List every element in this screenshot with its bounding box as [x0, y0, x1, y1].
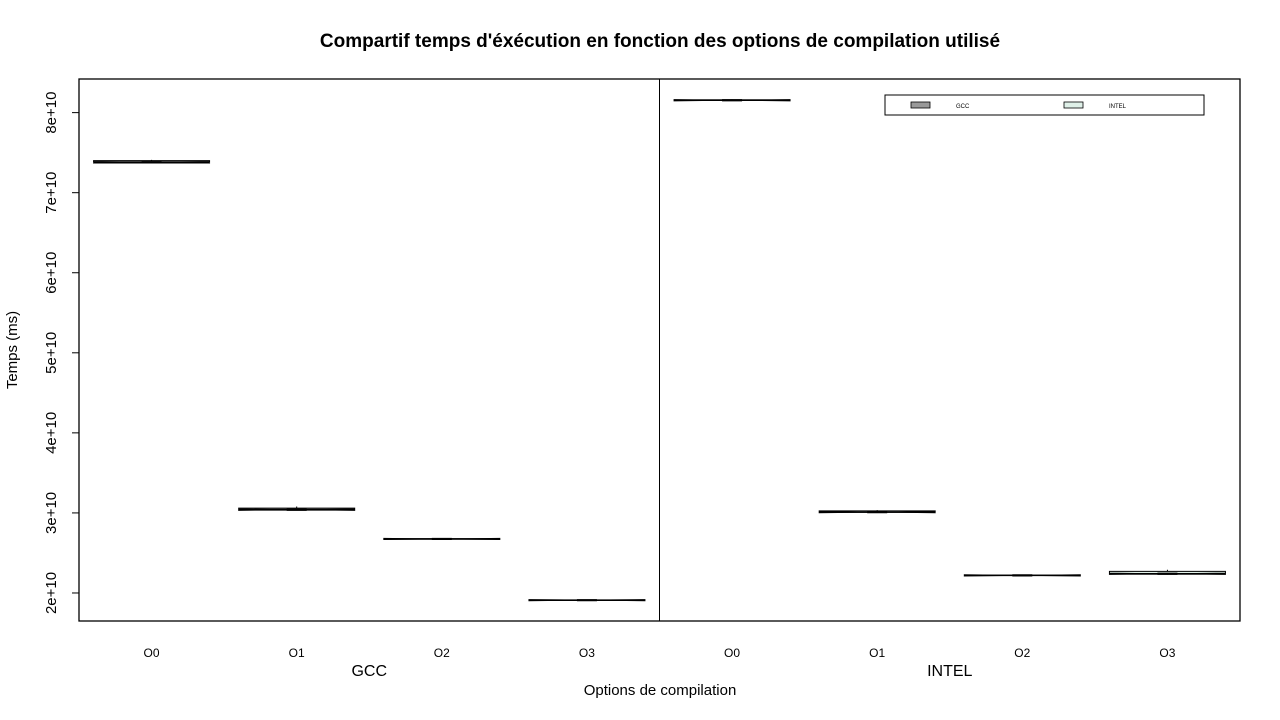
legend-label: INTEL — [1109, 104, 1127, 110]
chart-title: Compartif temps d'éxécution en fonction … — [320, 31, 1000, 52]
box-gcc-o2 — [383, 537, 501, 541]
y-tick-label: 7e+10 — [43, 172, 60, 214]
x-tick-label: O3 — [1159, 646, 1175, 660]
legend-label: GCC — [956, 104, 970, 110]
legend-swatch — [910, 101, 931, 109]
box-intel-o3 — [1108, 569, 1226, 575]
y-tick-label: 6e+10 — [43, 252, 60, 294]
x-tick-label: O2 — [1014, 646, 1030, 660]
y-tick-label: 4e+10 — [43, 412, 60, 454]
x-tick-label: O0 — [144, 646, 160, 660]
box-gcc-o3 — [528, 599, 646, 602]
y-tick-label: 5e+10 — [43, 332, 60, 374]
y-tick-label: 3e+10 — [43, 492, 60, 534]
y-axis: 2e+10 3e+10 4e+10 5e+10 6e+10 7e+10 8e+10 — [43, 92, 79, 614]
group-label: GCC — [351, 663, 387, 680]
panel-intel: O0 O1 O2 O3 INTEL — [659, 79, 1226, 680]
group-label: INTEL — [927, 663, 972, 680]
panel-gcc: O0 O1 O2 O3 GCC — [93, 159, 646, 680]
legend: GCC INTEL — [884, 94, 1205, 116]
box-gcc-o0 — [93, 159, 211, 164]
y-axis-title: Temps (ms) — [4, 311, 21, 389]
box-gcc-o1 — [238, 506, 356, 511]
box-intel-o0 — [673, 99, 791, 102]
x-axis-title: Options de compilation — [584, 682, 737, 699]
x-tick-label: O1 — [289, 646, 305, 660]
y-tick-label: 2e+10 — [43, 572, 60, 614]
x-tick-label: O0 — [724, 646, 740, 660]
x-tick-label: O2 — [434, 646, 450, 660]
y-tick-label: 8e+10 — [43, 92, 60, 134]
x-tick-label: O1 — [869, 646, 885, 660]
box-intel-o2 — [963, 574, 1081, 577]
x-tick-label: O3 — [579, 646, 595, 660]
legend-box — [884, 94, 1205, 116]
legend-swatch — [1063, 101, 1084, 109]
boxplot-panels: O0 O1 O2 O3 GCC O0 O1 O2 O3 INTEL — [93, 79, 1226, 680]
box-intel-o1 — [818, 510, 936, 514]
